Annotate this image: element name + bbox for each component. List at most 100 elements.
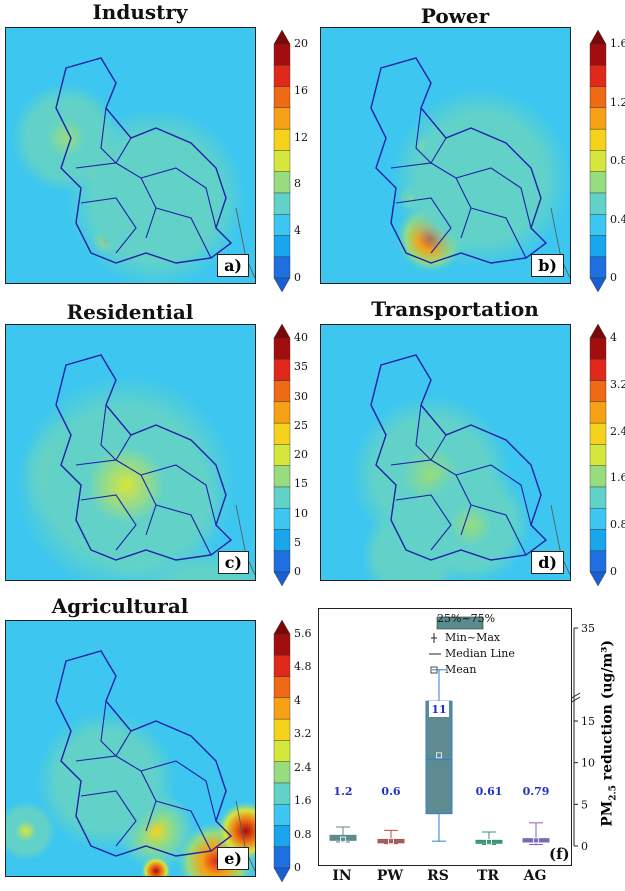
- panel-title-residential: Residential: [66, 300, 194, 324]
- colorbar-segment: [589, 213, 607, 236]
- y-tick-label: 5: [581, 798, 588, 811]
- colorbar-segment: [589, 422, 607, 445]
- colorbar-segment: [273, 697, 291, 720]
- map-panel-residential: c): [5, 324, 256, 581]
- colorbar-tick-label: 4: [294, 224, 301, 238]
- x-tick-label-TR: TR: [476, 868, 500, 884]
- province-boundary: [455, 464, 532, 526]
- colorbar-segment: [273, 740, 291, 762]
- colorbar-segment: [273, 825, 291, 847]
- map-field: [6, 621, 255, 876]
- colorbar-segment: [273, 718, 291, 741]
- colorbar-segment: [589, 380, 607, 403]
- map-field: [6, 325, 255, 580]
- colorbar-min-arrow: [589, 571, 607, 586]
- colorbar-segment: [589, 128, 607, 151]
- province-boundary: [415, 404, 432, 461]
- map-panel-industry: a): [5, 27, 256, 284]
- colorbar-segment: [589, 401, 607, 424]
- colorbar-segment: [273, 550, 291, 573]
- colorbar-tick-label: 20: [294, 448, 308, 461]
- province-boundary: [155, 800, 212, 852]
- y-tick-label: 15: [581, 715, 595, 728]
- province-boundary: [395, 197, 452, 254]
- map-panel-agricultural: e): [5, 620, 256, 877]
- colorbar-segment: [589, 529, 607, 551]
- province-boundary: [140, 464, 217, 526]
- map-panel-power: b): [320, 27, 571, 284]
- colorbar-segment: [273, 150, 291, 172]
- colorbar-segment: [273, 529, 291, 551]
- colorbar-segment: [273, 213, 291, 236]
- legend-iqr-swatch: [436, 616, 484, 630]
- colorbar-tick-label: 0: [610, 271, 617, 284]
- legend-iqr-label: 25%~75%: [437, 612, 496, 625]
- colorbar-segment: [273, 43, 291, 66]
- colorbar-min-arrow: [589, 277, 607, 292]
- colorbar-tick-label: 25: [294, 418, 308, 432]
- colorbar-segment: [273, 444, 291, 466]
- colorbar-tick-label: 12: [294, 130, 308, 144]
- colorbar-tick-label: 5: [294, 535, 301, 549]
- colorbar-tick-label: 30: [294, 389, 308, 403]
- colorbar-tick-label: 5.6: [294, 627, 312, 640]
- colorbar-max-arrow: [589, 324, 607, 339]
- colorbar-segment: [273, 655, 291, 677]
- colorbar-max-arrow: [589, 30, 607, 45]
- province-boundary: [370, 354, 548, 561]
- province-boundary: [430, 137, 447, 164]
- colorbar-segment: [273, 192, 291, 215]
- province-boundary: [155, 504, 212, 556]
- colorbar-tick-label: 1.6: [610, 37, 625, 50]
- x-tick-label-RS: RS: [427, 868, 449, 884]
- province-boundary: [115, 434, 132, 461]
- province-boundary: [430, 434, 447, 461]
- colorbar-segment: [273, 422, 291, 445]
- colorbar-min-arrow: [273, 277, 291, 292]
- hotspot: [6, 801, 56, 861]
- box-RS: [425, 700, 453, 815]
- colorbar-tick-label: 1.2: [610, 95, 625, 109]
- hotspot: [16, 375, 236, 580]
- province-boundary: [155, 207, 212, 259]
- panel-title-transportation: Transportation: [371, 297, 539, 321]
- boxplot-panel: 1.2 0.6 11 0.61 0.79 25%~75% Min~Max Median …: [318, 608, 572, 866]
- province-boundary: [55, 650, 233, 857]
- mean-label-TR: 0.61: [476, 785, 503, 798]
- hotspot: [361, 505, 461, 580]
- colorbar-segment: [589, 86, 607, 109]
- colorbar-industry: 0 4 8 12 16 20: [273, 30, 313, 292]
- colorbar-segment: [589, 507, 607, 530]
- panel-title-industry: Industry: [92, 0, 188, 24]
- map-field: [321, 28, 570, 283]
- colorbar-tick-label: 0.8: [610, 518, 625, 532]
- y-tick-label: 35: [581, 622, 595, 635]
- colorbar-tick-label: 0: [294, 565, 301, 578]
- colorbar-segment: [589, 235, 607, 257]
- mean-label-IN: 1.2: [333, 785, 352, 798]
- mean-label-PW: 0.6: [381, 785, 400, 798]
- y-tick-label: 0: [581, 840, 588, 853]
- hotspot: [66, 108, 246, 283]
- colorbar-segment: [273, 86, 291, 109]
- panel-label-a: a): [217, 254, 249, 277]
- province-boundary: [100, 700, 117, 757]
- province-boundary: [395, 494, 452, 551]
- province-boundary: [100, 404, 117, 461]
- boxplot-svg: 1.2 0.6 11 0.61 0.79: [329, 616, 550, 845]
- colorbar-residential: 0 5 10 15 20 25 30 35 40: [273, 324, 313, 586]
- colorbar-segment: [273, 128, 291, 151]
- boxplot-x-axis: IN PW RS TR AG: [318, 866, 570, 890]
- colorbar-segment: [589, 550, 607, 573]
- province-boundary: [455, 167, 532, 229]
- colorbar-segment: [273, 465, 291, 488]
- x-tick-label-IN: IN: [332, 868, 352, 884]
- colorbar-min-arrow: [273, 867, 291, 882]
- legend-mean-label: Mean: [445, 663, 477, 676]
- colorbar-tick-label: 4: [610, 331, 617, 344]
- province-boundary: [115, 137, 132, 164]
- colorbar-tick-label: 0.4: [610, 212, 625, 226]
- colorbar-segment: [273, 235, 291, 257]
- province-boundary: [140, 167, 217, 229]
- colorbar-tick-label: 0.8: [294, 827, 312, 841]
